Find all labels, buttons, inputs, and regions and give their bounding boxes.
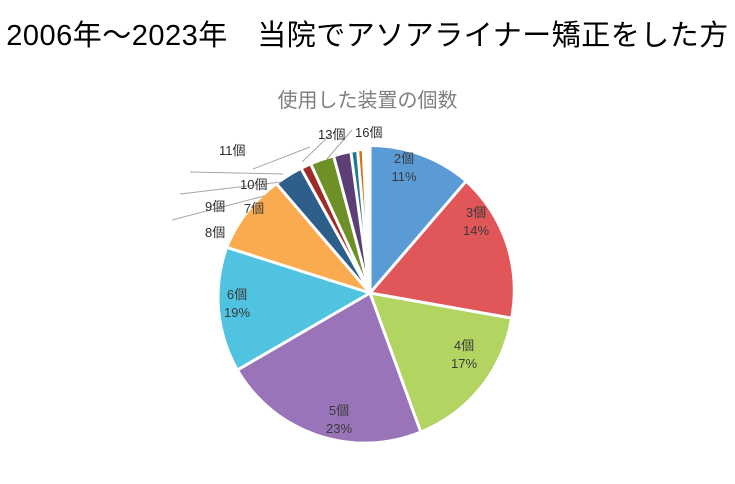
chart-title: 使用した装置の個数 (277, 90, 458, 112)
leader-lines (171, 129, 353, 221)
callout-label-10: 10個 (240, 177, 268, 192)
leader-line-8 (171, 193, 273, 221)
callout-label-8: 8個 (205, 225, 226, 240)
slice-label-5: 5個 23% (309, 402, 369, 437)
callout-label-11: 11個 (219, 143, 246, 158)
slice-label-3-name: 3個 (465, 205, 487, 220)
pie-slice-4[interactable] (370, 293, 511, 431)
callout-label-9: 9個 (205, 199, 226, 214)
callout-label-16: 16個 (355, 125, 383, 140)
slice-label-2-name: 2個 (393, 151, 415, 166)
slice-label-5-name: 5個 (328, 403, 350, 418)
slice-label-4: 4個 17% (434, 337, 494, 372)
pie-slice-5[interactable] (238, 293, 421, 442)
slice-label-6-name: 6個 (226, 287, 248, 302)
page-title: 2006年～2023年 当院でアソアライナー矯正をした方 (6, 20, 729, 52)
leader-line-9 (179, 181, 282, 195)
pie-chart: 使用した装置の個数 (0, 62, 735, 484)
slice-label-2-pct: 11% (391, 168, 417, 184)
slice-label-3: 3個 14% (446, 204, 506, 239)
slice-label-4-name: 4個 (453, 338, 475, 353)
slice-label-5-pct: 23% (325, 420, 353, 436)
pie-slice-8[interactable] (277, 169, 370, 293)
callout-label-13: 13個 (318, 127, 346, 142)
slice-label-7-name: 7個 (243, 201, 265, 216)
pie-slice-2[interactable] (370, 146, 466, 293)
leader-line-11 (252, 146, 311, 170)
slice-label-7: 7個 (229, 200, 279, 218)
slice-label-2: 2個 11% (374, 150, 434, 185)
leader-line-13 (301, 134, 331, 163)
leader-line-10 (189, 171, 284, 175)
slice-label-3-pct: 14% (462, 222, 490, 238)
pie-slice-3[interactable] (370, 182, 513, 318)
slice-label-6-pct: 19% (223, 304, 251, 320)
slice-separators (227, 147, 511, 432)
slice-label-6: 6個 19% (207, 286, 267, 321)
pie-slice-7[interactable] (228, 184, 370, 293)
pie-svg (171, 129, 513, 442)
slice-label-4-pct: 17% (450, 355, 478, 371)
pie-slice-6[interactable] (219, 247, 370, 370)
leader-line-16 (326, 129, 353, 160)
